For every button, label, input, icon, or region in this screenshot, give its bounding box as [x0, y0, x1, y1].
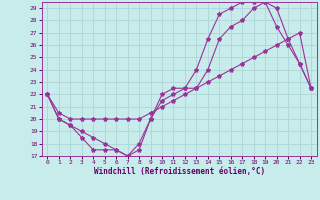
X-axis label: Windchill (Refroidissement éolien,°C): Windchill (Refroidissement éolien,°C): [94, 167, 265, 176]
